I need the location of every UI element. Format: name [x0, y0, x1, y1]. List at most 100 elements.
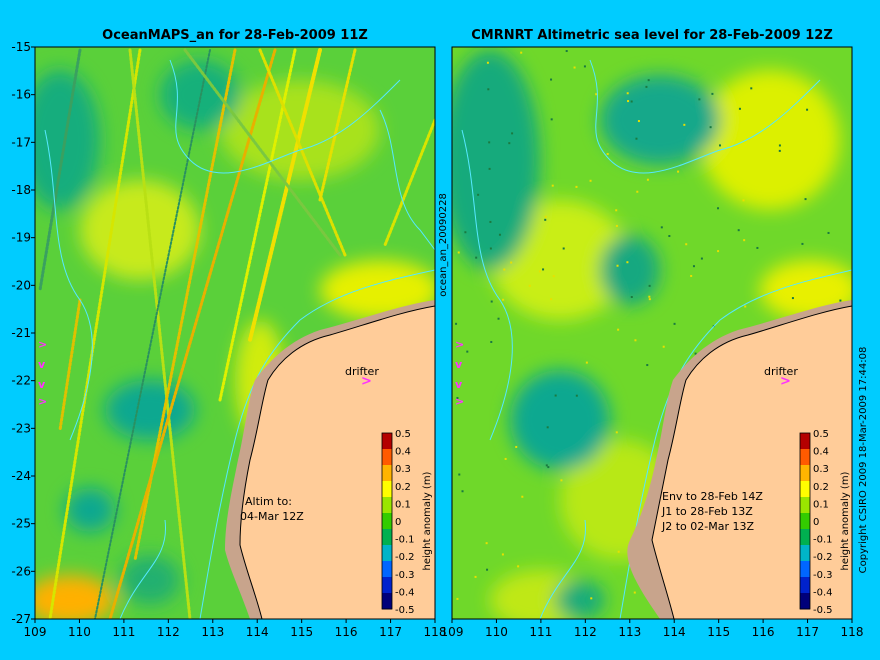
altimeter-track	[383, 118, 435, 247]
altimeter-track	[218, 48, 297, 402]
altim-label-line2: 04-Mar 12Z	[240, 510, 304, 523]
observation-dot	[750, 87, 753, 90]
colorbar-swatch	[800, 465, 810, 482]
left-low-anomaly-blob	[120, 555, 180, 605]
drifter-marker: v	[455, 378, 463, 391]
bathymetry-contour	[539, 519, 587, 619]
altimeter-track	[248, 48, 322, 342]
y-tick-label: -23	[11, 421, 31, 435]
observation-dot	[456, 597, 459, 600]
observation-dot	[804, 198, 807, 201]
observation-dot	[544, 215, 547, 218]
observation-dot	[490, 300, 493, 303]
observation-dot	[738, 107, 741, 110]
observation-dot	[486, 568, 489, 571]
left-high-anomaly-blob	[320, 260, 435, 320]
observation-dot	[590, 597, 593, 600]
x-tick-label: 111	[112, 625, 135, 639]
altimeter-track	[94, 49, 211, 619]
observation-dot	[575, 394, 578, 397]
right-low-anomaly-blob	[452, 50, 540, 270]
observation-dot	[742, 199, 745, 202]
observation-dot	[700, 257, 703, 260]
y-tick-label: -25	[11, 517, 31, 531]
y-tick-label: -18	[11, 183, 31, 197]
colorbar-tick-label: 0.2	[813, 482, 829, 493]
observation-dot	[575, 185, 578, 188]
observation-dot	[490, 340, 493, 343]
observation-dot	[521, 495, 524, 498]
observation-dot	[517, 565, 520, 568]
colorbar-swatch	[800, 433, 810, 450]
observation-dot	[489, 220, 492, 223]
left-colorbar-label: height anomaly (m)	[422, 471, 433, 570]
right-x-axis: 109 110 111 112 113 114 115 116 117 118	[441, 619, 864, 639]
y-tick-label: -15	[11, 40, 31, 54]
observation-dot	[475, 256, 478, 259]
observation-dot	[801, 242, 804, 245]
observation-dot	[550, 78, 553, 81]
colorbar-swatch	[800, 577, 810, 594]
x-tick-label: 114	[663, 625, 686, 639]
right-colorbar: 0.5 0.4 0.3 0.2 0.1 0 -0.1 -0.2 -0.3 -0.4 -0.5 hei…	[799, 429, 851, 616]
observation-dot	[839, 299, 842, 302]
altimeter-track	[108, 48, 277, 619]
colorbar-tick-label: 0.3	[395, 464, 411, 475]
altimeter-tracks	[38, 48, 435, 619]
colorbar-swatch	[382, 481, 392, 498]
observation-dot	[461, 490, 464, 493]
sat-info-line3: J2 to 02-Mar 13Z	[661, 520, 754, 533]
left-colorbar-swatches	[382, 433, 392, 610]
drifter-marker: >	[780, 374, 791, 389]
colorbar-tick-label: -0.2	[813, 552, 833, 563]
observation-dot	[711, 92, 714, 95]
right-drifters-west: > v v >	[455, 338, 464, 408]
colorbar-tick-label: 0	[813, 517, 819, 528]
colorbar-swatch	[800, 529, 810, 546]
colorbar-tick-label: 0.3	[813, 464, 829, 475]
colorbar-tick-label: -0.4	[813, 587, 833, 598]
left-colorbar: 0.5 0.4 0.3 0.2 0.1 0 -0.1 -0.2 -0.3 -0.4 -0.5 hei…	[381, 429, 433, 616]
left-x-axis: 109 110 111 112 113 114 115 116 117 118	[24, 619, 446, 639]
altimeter-track	[128, 48, 192, 619]
y-tick-label: -17	[11, 135, 31, 149]
left-high-anomaly-blob	[80, 180, 200, 280]
right-low-anomaly-blob	[600, 235, 660, 305]
colorbar-tick-label: -0.2	[395, 552, 415, 563]
sat-info-line1: Env to 28-Feb 14Z	[662, 490, 763, 503]
observation-dot	[544, 218, 547, 221]
observation-dot	[464, 231, 467, 234]
drifter-marker: v	[455, 358, 463, 371]
observation-dot	[744, 305, 747, 308]
observation-dot	[585, 361, 588, 364]
left-drifters-west: > v v >	[38, 338, 47, 408]
colorbar-tick-label: 0.5	[813, 429, 829, 440]
observation-dot	[455, 322, 458, 325]
observation-dot	[626, 92, 629, 95]
right-coastline	[651, 305, 852, 619]
left-depth-contours	[44, 59, 435, 619]
observation-dot	[648, 295, 651, 298]
altim-label-line1: Altim to:	[245, 495, 292, 508]
bathymetry-contour	[119, 519, 167, 619]
observation-dot	[660, 226, 663, 229]
observation-dot	[616, 264, 619, 267]
x-tick-label: 118	[841, 625, 864, 639]
observation-dot	[489, 247, 492, 250]
colorbar-swatch	[382, 593, 392, 610]
x-tick-label: 113	[201, 625, 224, 639]
colorbar-swatch	[382, 449, 392, 466]
observation-dot	[550, 118, 553, 121]
colorbar-tick-label: 0.4	[813, 447, 829, 458]
observation-dot	[694, 352, 697, 355]
right-low-anomaly-blob	[600, 75, 720, 165]
observation-dot	[635, 137, 638, 140]
observation-dot	[595, 93, 598, 96]
right-colorbar-swatches	[800, 433, 810, 610]
observation-dot	[552, 275, 555, 278]
observation-dot	[477, 193, 480, 196]
right-sla-field	[452, 50, 852, 619]
x-tick-label: 116	[335, 625, 358, 639]
bathymetry-contour	[199, 269, 435, 619]
right-low-anomaly-blob	[555, 580, 605, 619]
